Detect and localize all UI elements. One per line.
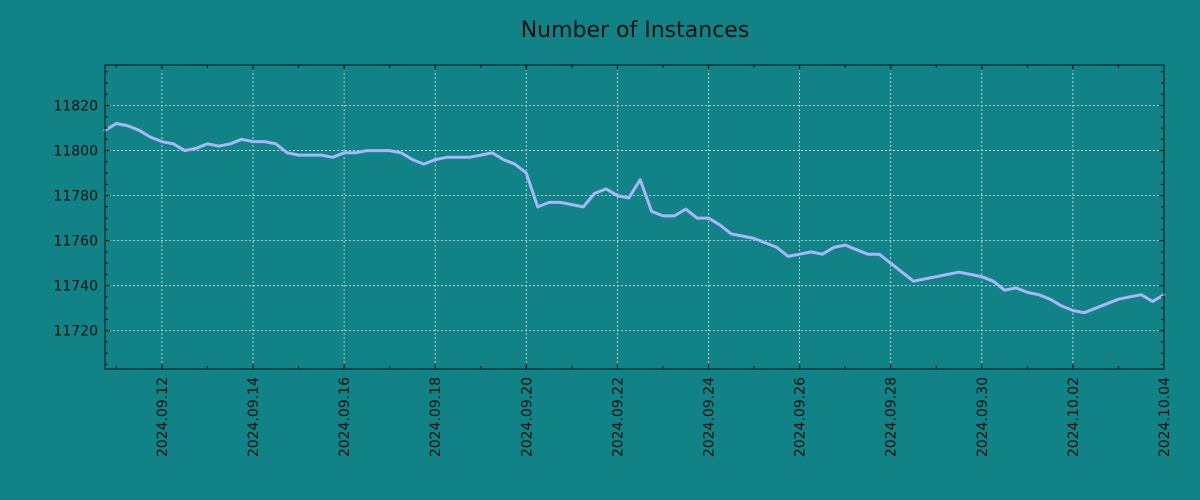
series-line bbox=[103, 122, 1166, 315]
x-tick-label: 2024.10.02 bbox=[1066, 377, 1082, 457]
x-tick-label: 2024.09.30 bbox=[975, 377, 991, 457]
y-axis: 11720 11740 11760 11780 11800 11820 bbox=[53, 71, 1164, 365]
x-tick-label: 2024.09.24 bbox=[702, 377, 718, 457]
x-tick-label: 2024.09.20 bbox=[519, 377, 535, 457]
y-tick-label: 11820 bbox=[53, 99, 98, 115]
x-tick-label: 2024.10.04 bbox=[1157, 377, 1173, 457]
x-tick-label: 2024.09.12 bbox=[155, 377, 171, 457]
x-tick-label: 2024.09.16 bbox=[337, 377, 353, 457]
plot-frame bbox=[104, 64, 1165, 370]
y-tick-label: 11780 bbox=[53, 189, 98, 205]
x-tick-label: 2024.09.22 bbox=[610, 377, 626, 457]
x-tick-label: 2024.09.28 bbox=[884, 377, 900, 457]
x-tick-label: 2024.09.18 bbox=[428, 377, 444, 457]
y-tick-label: 11760 bbox=[53, 234, 98, 250]
x-axis: 2024.09.12 2024.09.14 2024.09.16 2024.09.18… bbox=[115, 65, 1173, 457]
y-tick-label: 11740 bbox=[53, 279, 98, 295]
chart-title: Number of Instances bbox=[521, 18, 750, 43]
y-tick-label: 11720 bbox=[53, 324, 98, 340]
x-tick-label: 2024.09.26 bbox=[793, 377, 809, 457]
series-layer bbox=[103, 122, 1166, 315]
gridlines bbox=[105, 65, 1165, 369]
y-tick-label: 11800 bbox=[53, 144, 98, 160]
x-tick-label: 2024.09.14 bbox=[246, 377, 262, 457]
